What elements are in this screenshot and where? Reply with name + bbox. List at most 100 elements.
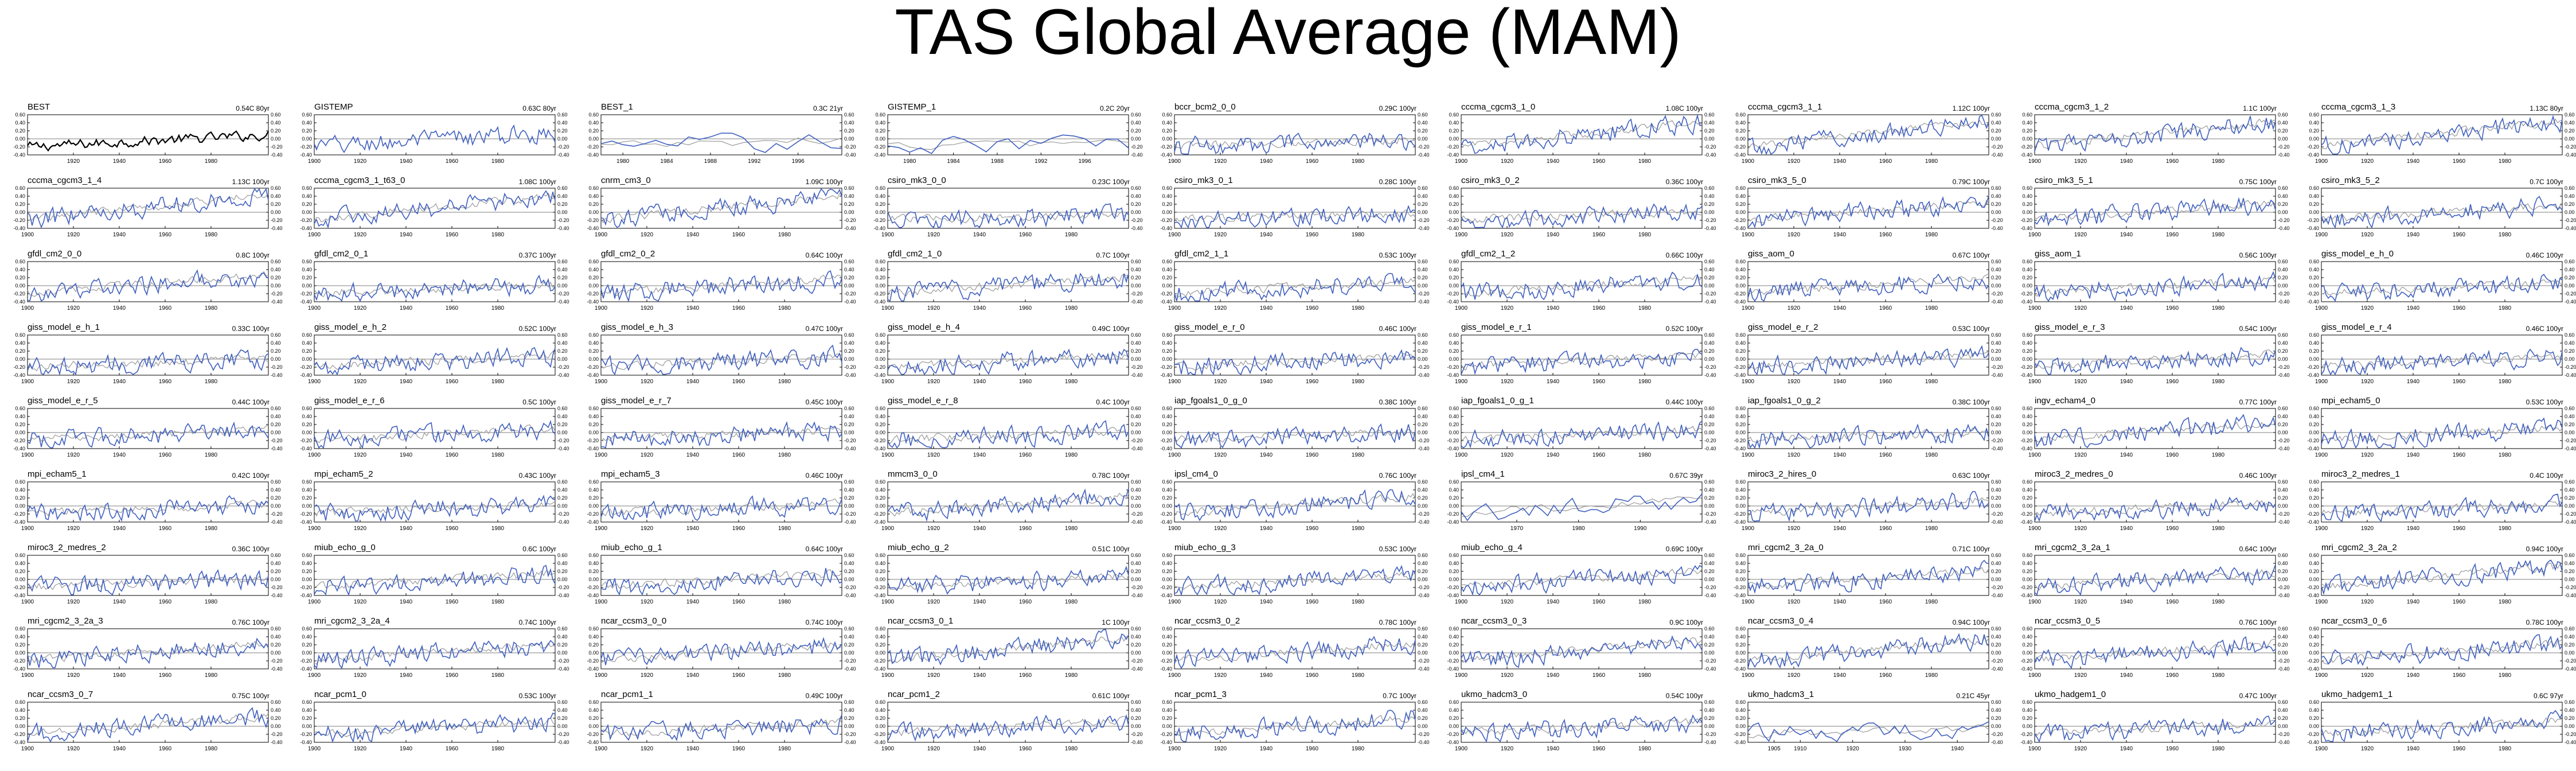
y-tick-label: 0.40 bbox=[2309, 634, 2319, 640]
panel-title: ukmo_hadgem1_1 bbox=[2321, 690, 2393, 699]
plot-frame bbox=[1461, 555, 1703, 596]
x-tick-label: 1960 bbox=[1593, 232, 1606, 238]
x-tick-label: 1920 bbox=[1787, 452, 1801, 458]
x-tick-label: 1900 bbox=[1168, 158, 1181, 165]
x-tick-label: 1900 bbox=[1168, 232, 1181, 238]
y-tick-label: 0.40 bbox=[844, 707, 854, 713]
chart-panel: ncar_ccsm3_0_6 0.78C 100yr 0.60 0.60 0.40 0.4… bbox=[2294, 616, 2576, 691]
x-tick-label: 1900 bbox=[1168, 525, 1181, 532]
y-tick-label: 0.20 bbox=[557, 275, 568, 281]
chart-panel: ncar_ccsm3_0_4 0.94C 100yr 0.60 0.60 0.40 0.4… bbox=[1720, 616, 2003, 691]
y-tick-label: 0.40 bbox=[2309, 120, 2319, 126]
y-tick-label: 0.20 bbox=[1991, 275, 2001, 281]
series-line bbox=[27, 130, 269, 152]
y-tick-label: -0.40 bbox=[2278, 739, 2290, 745]
trend-label: 0.8C 100yr bbox=[236, 251, 270, 259]
y-tick-label: 0.00 bbox=[875, 503, 885, 509]
x-tick-label: 1940 bbox=[400, 599, 413, 605]
y-tick-label: -0.40 bbox=[1991, 152, 2003, 158]
y-tick-label: -0.40 bbox=[844, 225, 856, 231]
x-tick-label: 1920 bbox=[67, 599, 80, 605]
x-tick-label: 1920 bbox=[1214, 379, 1227, 385]
x-tick-label: 1900 bbox=[1168, 305, 1181, 311]
y-tick-label: -0.20 bbox=[557, 291, 569, 297]
chart-plot: 0.60 0.600.40 0.400.20 0.200.00 0.00-0.20 -0.… bbox=[2307, 259, 2576, 311]
y-tick-label: 0.40 bbox=[1162, 707, 1172, 713]
series-line bbox=[2034, 564, 2276, 596]
plot-frame bbox=[1174, 408, 1416, 449]
y-tick-label: -0.20 bbox=[2565, 511, 2576, 517]
y-tick-label: 0.60 bbox=[2309, 112, 2319, 118]
y-tick-label: -0.20 bbox=[1991, 585, 2003, 590]
x-tick-label: 1940 bbox=[1833, 158, 1847, 165]
y-tick-label: -0.20 bbox=[1131, 511, 1143, 517]
y-tick-label: -0.40 bbox=[2020, 739, 2032, 745]
x-tick-label: 1960 bbox=[159, 599, 172, 605]
x-tick-label: 1960 bbox=[2453, 232, 2466, 238]
series-line bbox=[1461, 203, 1703, 229]
reference-series-line bbox=[2321, 279, 2563, 296]
y-tick-label: 0.20 bbox=[2309, 642, 2319, 648]
y-tick-label: -0.40 bbox=[2278, 372, 2290, 378]
x-tick-label: 1940 bbox=[1547, 672, 1560, 679]
y-tick-label: 0.20 bbox=[302, 642, 312, 648]
panel-title: miroc3_2_medres_0 bbox=[2035, 469, 2113, 479]
panel-title: BEST_1 bbox=[601, 102, 633, 112]
chart-plot: 0.60 0.600.40 0.400.20 0.200.00 0.00-0.20 -0.… bbox=[300, 112, 569, 165]
plot-frame bbox=[1174, 481, 1416, 523]
y-tick-label: 0.20 bbox=[1449, 642, 1459, 648]
y-tick-label: 0.20 bbox=[1418, 642, 1428, 648]
y-tick-label: -0.20 bbox=[2278, 585, 2290, 590]
plot-frame bbox=[2321, 188, 2563, 229]
y-tick-label: -0.20 bbox=[13, 364, 25, 370]
x-tick-label: 1980 bbox=[1572, 525, 1585, 532]
y-tick-label: 0.40 bbox=[1991, 193, 2001, 199]
y-tick-label: 0.40 bbox=[1991, 340, 2001, 346]
y-tick-label: 0.00 bbox=[1991, 283, 2001, 289]
series-line bbox=[1174, 636, 1416, 669]
y-tick-label: -0.40 bbox=[1447, 299, 1459, 305]
x-tick-label: 1940 bbox=[1260, 599, 1273, 605]
reference-series-line bbox=[2321, 562, 2563, 589]
x-tick-label: 1920 bbox=[641, 232, 654, 238]
y-tick-label: 0.40 bbox=[1704, 487, 1715, 493]
reference-series-line bbox=[2034, 719, 2276, 737]
x-tick-label: 1920 bbox=[2361, 452, 2374, 458]
y-tick-label: -0.40 bbox=[587, 372, 599, 378]
x-tick-label: 1940 bbox=[973, 672, 986, 679]
y-tick-label: -0.40 bbox=[557, 666, 569, 672]
series-line bbox=[1174, 205, 1416, 229]
y-tick-label: 0.60 bbox=[844, 479, 854, 485]
plot-frame bbox=[27, 628, 269, 669]
panel-title: giss_model_e_r_1 bbox=[1461, 322, 1532, 332]
y-tick-label: -0.20 bbox=[2565, 217, 2576, 223]
x-tick-label: 1960 bbox=[446, 525, 459, 532]
y-tick-label: -0.40 bbox=[2020, 372, 2032, 378]
y-tick-label: 0.40 bbox=[1735, 267, 1746, 272]
x-tick-label: 1980 bbox=[1925, 158, 1938, 165]
y-tick-label: 0.40 bbox=[1418, 414, 1428, 419]
trend-label: 0.77C 100yr bbox=[2239, 398, 2277, 406]
x-tick-label: 1960 bbox=[1019, 599, 1032, 605]
trend-label: 0.94C 100yr bbox=[2526, 545, 2563, 553]
series-line bbox=[2034, 271, 2276, 302]
y-tick-label: 0.60 bbox=[557, 406, 568, 411]
x-tick-label: 1940 bbox=[1547, 379, 1560, 385]
series-line bbox=[2321, 417, 2563, 449]
y-tick-label: 0.40 bbox=[302, 560, 312, 566]
y-tick-label: 0.40 bbox=[2565, 267, 2575, 272]
x-tick-label: 1960 bbox=[1593, 305, 1606, 311]
x-tick-label: 1940 bbox=[400, 232, 413, 238]
x-tick-label: 1988 bbox=[991, 158, 1004, 165]
plot-frame bbox=[1174, 702, 1416, 743]
x-tick-label: 1960 bbox=[1019, 305, 1032, 311]
chart-plot: 0.60 0.600.40 0.400.20 0.200.00 0.00-0.20 -0.… bbox=[1447, 479, 1716, 532]
y-tick-label: 0.60 bbox=[271, 552, 281, 558]
panel-title: miub_echo_g_3 bbox=[1174, 543, 1236, 552]
trend-label: 0.3C 21yr bbox=[813, 104, 843, 112]
x-tick-label: 1920 bbox=[2361, 599, 2374, 605]
y-tick-label: -0.40 bbox=[1991, 372, 2003, 378]
x-tick-label: 1920 bbox=[2074, 672, 2087, 679]
y-tick-label: 0.40 bbox=[2565, 120, 2575, 126]
y-tick-label: 0.60 bbox=[1991, 479, 2001, 485]
